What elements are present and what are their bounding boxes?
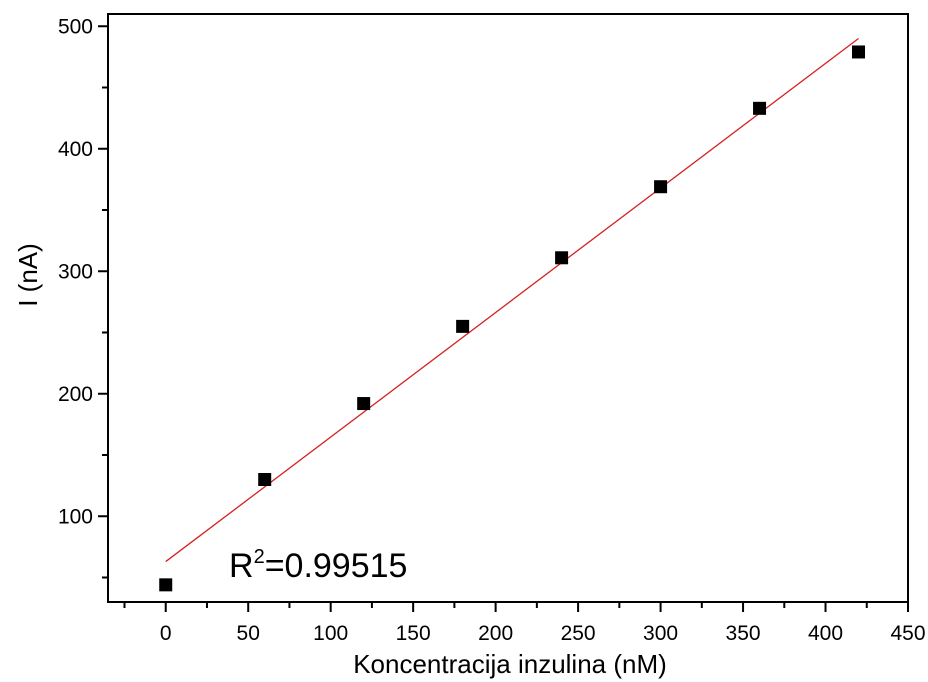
data-point <box>456 319 470 333</box>
data-points <box>159 45 866 592</box>
y-tick-label: 200 <box>58 383 93 406</box>
axis-ticks: 0 50 100 150 200 250 300 350 400 450 100 200 300 400 5… <box>58 15 926 645</box>
annotation-superscript: 2 <box>254 546 265 568</box>
y-tick-label: 300 <box>58 260 93 283</box>
x-tick-label: 350 <box>726 622 761 645</box>
y-tick-label: 500 <box>58 15 93 38</box>
annotation-value: =0.99515 <box>265 547 408 585</box>
x-tick-label: 400 <box>808 622 843 645</box>
fit-line-group <box>165 37 859 563</box>
x-tick-label: 300 <box>643 622 678 645</box>
x-tick-label: 0 <box>160 622 172 645</box>
x-tick-label: 450 <box>890 622 925 645</box>
data-point <box>654 180 668 194</box>
data-point <box>159 578 173 592</box>
x-axis-title: Koncentracija inzulina (nM) <box>353 649 667 679</box>
x-tick-label: 200 <box>478 622 513 645</box>
y-tick-label: 100 <box>58 505 93 528</box>
x-tick-label: 150 <box>396 622 431 645</box>
x-tick-label: 100 <box>313 622 348 645</box>
x-tick-label: 250 <box>561 622 596 645</box>
annotation-r-squared: R2=0.99515 <box>229 546 407 585</box>
data-point <box>852 45 866 59</box>
y-axis-title: I (nA) <box>13 243 43 307</box>
linear-fit-line <box>165 37 859 563</box>
data-point <box>357 397 371 411</box>
data-point <box>555 251 569 265</box>
annotation-r: R <box>229 547 254 585</box>
plot-frame <box>107 13 909 603</box>
y-tick-label: 400 <box>58 138 93 161</box>
data-point <box>258 473 272 486</box>
data-point <box>753 101 767 115</box>
x-tick-label: 50 <box>237 622 260 645</box>
